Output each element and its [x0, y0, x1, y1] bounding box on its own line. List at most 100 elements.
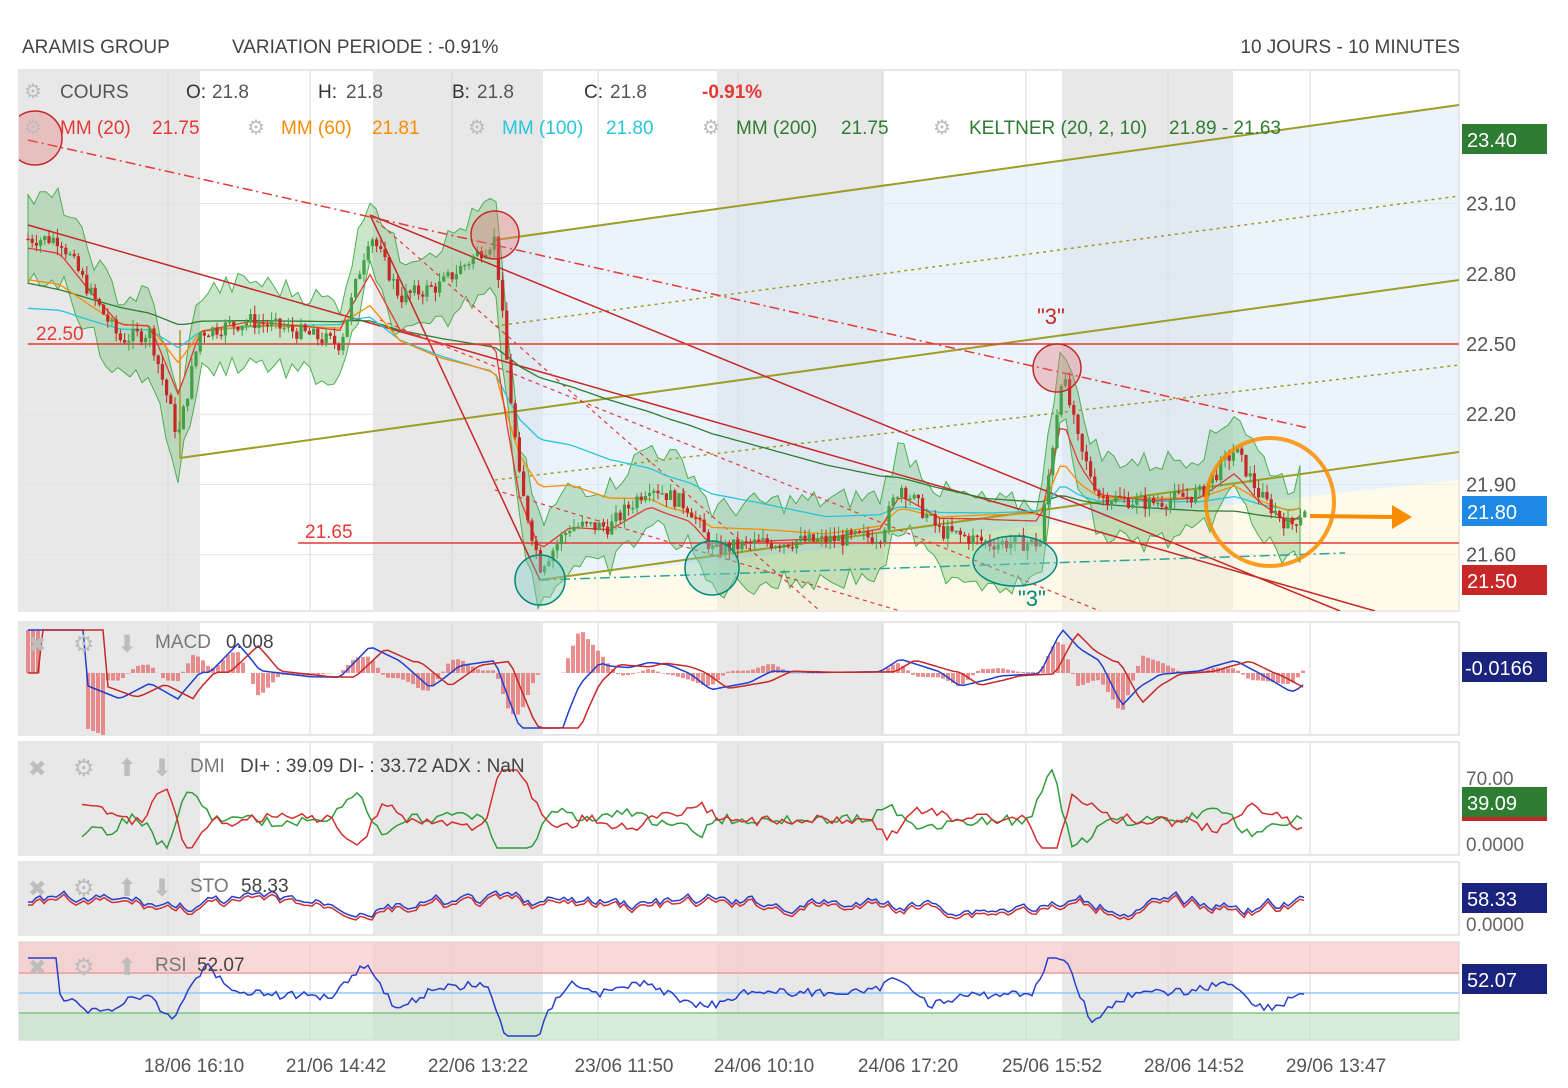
macd-bar: [716, 673, 720, 680]
macd-bar: [646, 669, 650, 673]
candle-body: [979, 536, 983, 541]
candle-body: [866, 531, 870, 538]
arrow-down-icon[interactable]: ⬇: [152, 875, 172, 902]
candle-body: [1303, 511, 1307, 518]
candle-body: [429, 285, 433, 287]
candle-body: [858, 530, 862, 533]
rsi-line: [28, 957, 1305, 1037]
candle-body: [278, 318, 282, 329]
macd-bar: [1276, 673, 1280, 683]
macd-bar: [1131, 673, 1135, 681]
candle-body: [832, 535, 836, 542]
sto-badge-text: 58.33: [1467, 889, 1517, 911]
gear-icon[interactable]: ⚙: [73, 755, 95, 782]
macd-bar: [101, 673, 105, 735]
candle-body: [1114, 495, 1118, 502]
arrow-down-icon[interactable]: ⬇: [117, 631, 137, 658]
candle-body: [769, 543, 773, 549]
macd-bar: [966, 673, 970, 680]
gear-icon[interactable]: ⚙: [702, 117, 720, 139]
rsi-badge-text: 52.07: [1467, 970, 1517, 992]
macd-bar: [526, 673, 530, 696]
candle-body: [64, 247, 68, 255]
candle-body: [169, 395, 173, 405]
arrow-up-icon[interactable]: ⬆: [117, 954, 137, 981]
macd-bar: [176, 673, 180, 682]
price-tick-label: 22.20: [1466, 404, 1516, 426]
candle-body: [106, 314, 110, 322]
macd-bar: [146, 664, 150, 673]
macd-value: 0.008: [226, 632, 274, 653]
macd-bar: [956, 673, 960, 686]
candle-body: [681, 493, 685, 509]
macd-bar: [481, 670, 485, 673]
candle-body: [165, 379, 169, 396]
macd-bar: [886, 667, 890, 673]
close-icon[interactable]: ✖: [28, 955, 46, 980]
macd-bar: [756, 667, 760, 673]
time-label: 25/06 15:52: [1002, 1056, 1102, 1077]
arrow-down-icon[interactable]: ⬇: [152, 755, 172, 782]
candle-body: [517, 437, 521, 472]
macd-bar: [1166, 665, 1170, 673]
candle-body: [862, 531, 866, 533]
candle-body: [673, 490, 677, 507]
downtrend-dashed-2: [379, 319, 1101, 611]
mm100-line: [27, 307, 1301, 518]
candle-body: [1139, 495, 1143, 498]
candle-body: [1290, 517, 1294, 525]
gear-icon[interactable]: ⚙: [24, 117, 42, 139]
candle-body: [324, 333, 328, 344]
macd-bar: [241, 662, 245, 673]
session-shade: [717, 743, 884, 854]
close-icon[interactable]: ✖: [28, 632, 46, 657]
macd-bar: [131, 669, 135, 673]
candle-body: [1252, 473, 1256, 489]
macd-bar: [1011, 670, 1015, 673]
macd-bar: [396, 673, 400, 679]
candle-body: [1143, 495, 1147, 509]
candle-body: [446, 272, 450, 277]
macd-bar: [906, 670, 910, 673]
gear-icon[interactable]: ⚙: [468, 117, 486, 139]
candle-body: [958, 530, 962, 535]
candle-body: [912, 494, 916, 499]
close-icon[interactable]: ✖: [28, 876, 46, 901]
candle-body: [173, 404, 177, 432]
gear-icon[interactable]: ⚙: [24, 81, 42, 103]
candle-body: [72, 253, 76, 257]
candle-body: [1185, 496, 1189, 499]
macd-bar: [476, 669, 480, 673]
macd-bar: [371, 660, 375, 673]
candle-body: [580, 521, 584, 527]
candle-body: [639, 496, 643, 501]
macd-bar: [1246, 673, 1250, 679]
gear-icon[interactable]: ⚙: [73, 875, 95, 902]
candle-body: [295, 331, 299, 339]
candle-body: [383, 248, 387, 258]
period-selector[interactable]: 10 JOURS - 10 MINUTES: [1240, 37, 1460, 58]
candle-body: [1160, 502, 1164, 507]
price-tick-label: 21.60: [1466, 545, 1516, 567]
macd-bar: [686, 673, 690, 680]
candle-body: [1076, 414, 1080, 434]
close-value: 21.8: [610, 82, 647, 103]
macd-bar: [416, 673, 420, 688]
candle-body: [114, 319, 118, 334]
arrow-up-icon[interactable]: ⬆: [117, 755, 137, 782]
macd-bar: [486, 670, 490, 673]
gear-icon[interactable]: ⚙: [73, 954, 95, 981]
candle-body: [303, 324, 307, 331]
gear-icon[interactable]: ⚙: [247, 117, 265, 139]
candle-body: [81, 270, 85, 275]
close-icon[interactable]: ✖: [28, 756, 46, 781]
downtrend-line-2: [369, 214, 1341, 611]
arrow-up-icon[interactable]: ⬆: [117, 875, 137, 902]
gear-icon[interactable]: ⚙: [73, 631, 95, 658]
gear-icon[interactable]: ⚙: [933, 117, 951, 139]
mm200-line: [27, 282, 1301, 520]
session-shade: [1062, 863, 1233, 934]
candle-body: [1257, 488, 1261, 498]
candle-body: [438, 281, 442, 293]
candle-body: [463, 265, 467, 267]
